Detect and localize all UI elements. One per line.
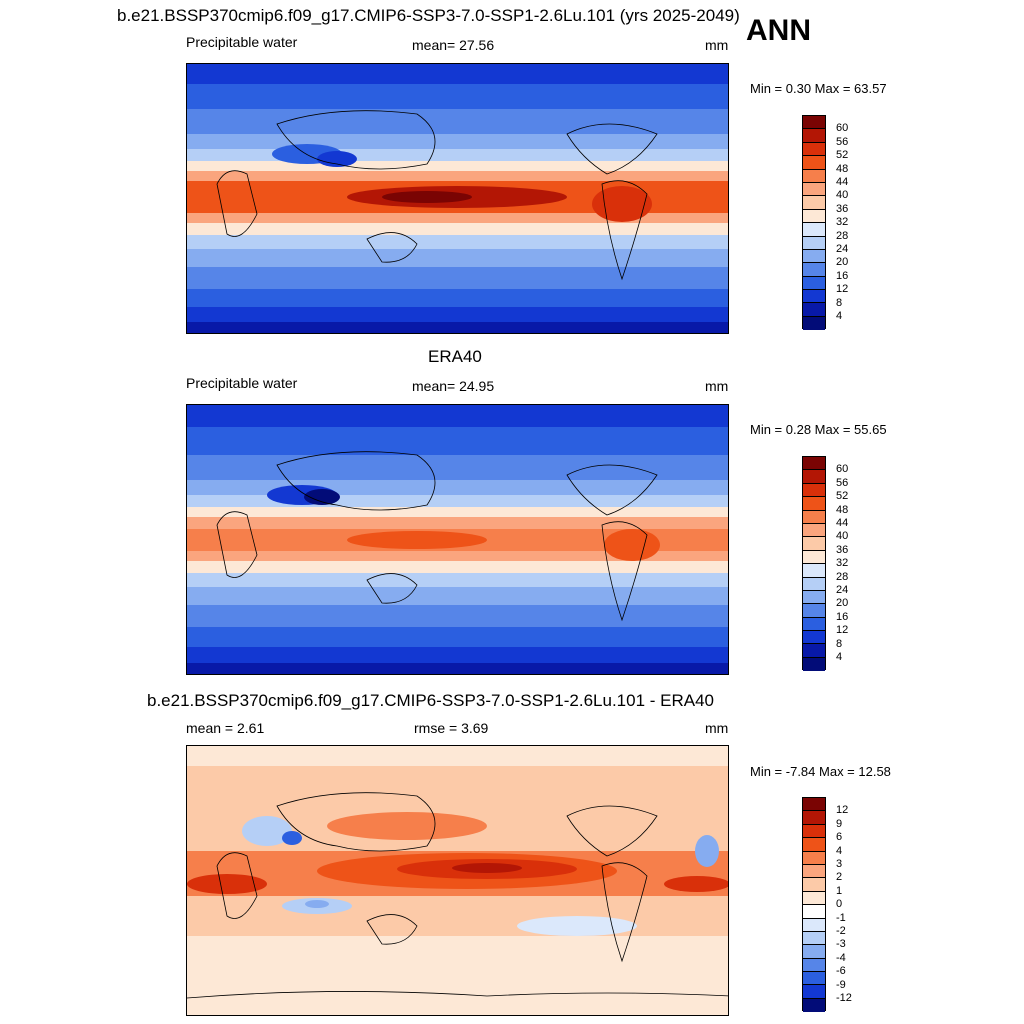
panel2-colorbar-tick: 60 [836, 463, 849, 475]
panel2-colorbar-tick: 56 [836, 477, 849, 489]
panel1-minmax: Min = 0.30 Max = 63.57 [750, 81, 887, 96]
panel2-colorbar-tick: 16 [836, 611, 849, 623]
panel1-colorbar-tick: 32 [836, 216, 849, 228]
panel3-colorbar-tick: 2 [836, 871, 843, 883]
panel3-minmax: Min = -7.84 Max = 12.58 [750, 764, 891, 779]
panel3-colorbar-tick: -9 [836, 979, 846, 991]
panel1-colorbar-tick: 4 [836, 310, 843, 322]
panel1-colorbar-tick: 12 [836, 283, 849, 295]
panel1-colorbar-tick: 16 [836, 270, 849, 282]
season-label: ANN [746, 14, 811, 47]
panel1-colorbar-tick: 48 [836, 163, 849, 175]
panel3-mean-label: mean = 2.61 [186, 720, 265, 736]
panel3-title: b.e21.BSSP370cmip6.f09_g17.CMIP6-SSP3-7.… [147, 691, 715, 710]
panel1-colorbar-tick: 36 [836, 203, 849, 215]
panel1-colorbar-tick: 52 [836, 149, 849, 161]
panel3-colorbar-tick: -12 [836, 992, 852, 1004]
panel2-colorbar-tick: 20 [836, 597, 849, 609]
panel2-colorbar-tick: 4 [836, 651, 843, 663]
panel2-colorbar-tick: 40 [836, 530, 849, 542]
panel1-title: b.e21.BSSP370cmip6.f09_g17.CMIP6-SSP3-7.… [117, 6, 740, 25]
panel3-rmse-label: rmse = 3.69 [414, 720, 489, 736]
panel1-colorbar-tick: 60 [836, 122, 849, 134]
panel2-minmax: Min = 0.28 Max = 55.65 [750, 422, 887, 437]
panel1-colorbar-tick: 20 [836, 256, 849, 268]
panel2-colorbar-tick: 12 [836, 624, 849, 636]
panel1-variable-label: Precipitable water [186, 34, 298, 50]
panel2-colorbar-tick: 32 [836, 557, 849, 569]
panel2-colorbar-tick: 52 [836, 490, 849, 502]
panel3-colorbar-tick: 4 [836, 845, 843, 857]
panel1-colorbar [802, 115, 826, 331]
panel1-mean-label: mean= 27.56 [412, 37, 495, 53]
panel1-colorbar-tick: 44 [836, 176, 849, 188]
panel3-colorbar-tick: 9 [836, 818, 843, 830]
panel1-colorbar-tick: 40 [836, 189, 849, 201]
panel2-colorbar-tick: 24 [836, 584, 849, 596]
panel3-colorbar-tick: 0 [836, 898, 843, 910]
panel2-mean-label: mean= 24.95 [412, 378, 495, 394]
panel3-colorbar-tick: -2 [836, 925, 846, 937]
panel1-colorbar-tick: 28 [836, 230, 849, 242]
panel2-title: ERA40 [428, 347, 482, 366]
panel1-colorbar-tick: 8 [836, 297, 843, 309]
panel3-colorbar-tick: -3 [836, 938, 846, 950]
panel3-colorbar-tick: -1 [836, 912, 846, 924]
panel2-map [186, 404, 729, 675]
panel2-colorbar [802, 456, 826, 672]
panel2-units: mm [705, 378, 729, 394]
panel3-colorbar-tick: 6 [836, 831, 843, 843]
panel2-colorbar-tick: 28 [836, 571, 849, 583]
panel2-colorbar-tick: 8 [836, 638, 843, 650]
panel3-colorbar-tick: 3 [836, 858, 843, 870]
panel2-variable-label: Precipitable water [186, 375, 298, 391]
panel1-map [186, 63, 729, 334]
panel3-colorbar-tick: 1 [836, 885, 843, 897]
panel3-colorbar-tick: 12 [836, 804, 849, 816]
panel3-units: mm [705, 720, 729, 736]
panel1-colorbar-tick: 56 [836, 136, 849, 148]
panel3-colorbar-tick: -6 [836, 965, 846, 977]
panel2-colorbar-tick: 48 [836, 504, 849, 516]
panel2-colorbar-tick: 36 [836, 544, 849, 556]
panel3-map [186, 745, 729, 1016]
panel3-colorbar-tick: -4 [836, 952, 846, 964]
panel3-colorbar [802, 797, 826, 1013]
panel1-colorbar-tick: 24 [836, 243, 849, 255]
panel2-colorbar-tick: 44 [836, 517, 849, 529]
panel1-units: mm [705, 37, 729, 53]
